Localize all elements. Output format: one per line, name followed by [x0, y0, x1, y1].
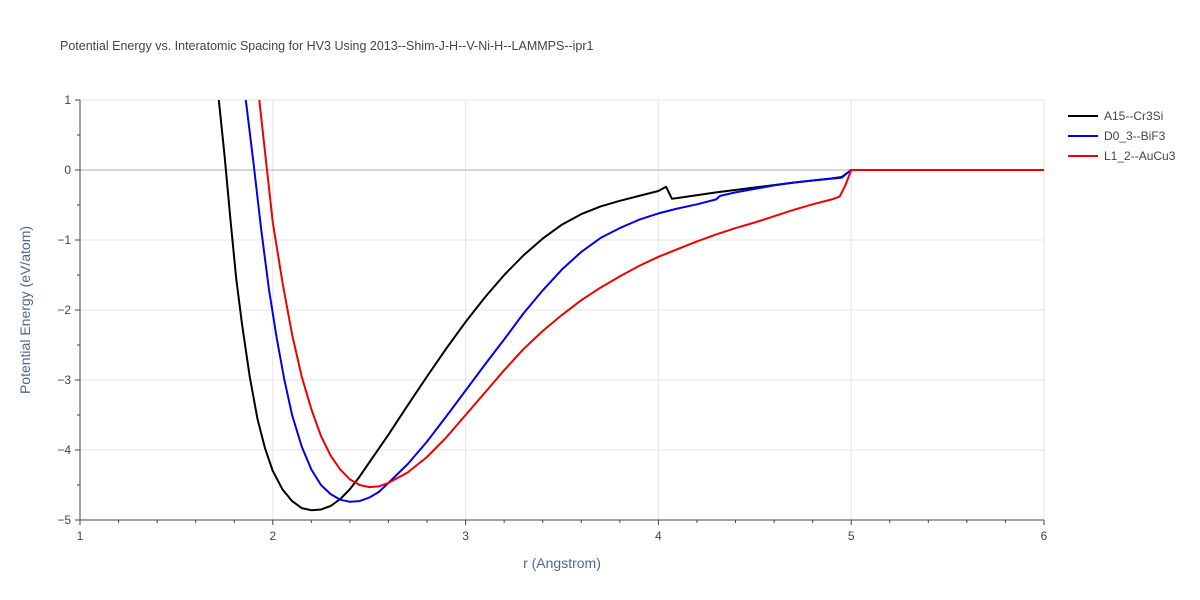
y-tick-label: 1 — [64, 93, 71, 107]
legend-label: A15--Cr3Si — [1104, 109, 1163, 123]
legend-label: D0_3--BiF3 — [1104, 129, 1166, 143]
series-line-0 — [217, 100, 1044, 512]
y-axis-ticks: 1 0 −1 −2 −3 −4 −5 — [57, 93, 80, 527]
legend-label: L1_2--AuCu3 — [1104, 149, 1176, 163]
x-axis-label: r (Angstrom) — [523, 555, 601, 571]
y-axis-label: Potential Energy (eV/atom) — [17, 226, 33, 394]
y-tick-label: 0 — [64, 163, 71, 177]
y-tick-label: −1 — [57, 233, 71, 247]
x-axis-ticks: 1 2 3 4 5 6 — [77, 520, 1048, 543]
legend-item-0[interactable]: A15--Cr3Si — [1068, 109, 1163, 123]
series-line-2 — [258, 100, 1044, 489]
series-line-1 — [244, 100, 1044, 503]
x-tick-label: 2 — [269, 529, 276, 543]
legend-item-2[interactable]: L1_2--AuCu3 — [1068, 149, 1176, 163]
y-tick-label: −5 — [57, 513, 71, 527]
y-tick-label: −3 — [57, 373, 71, 387]
legend-item-1[interactable]: D0_3--BiF3 — [1068, 129, 1166, 143]
series-lines — [217, 100, 1044, 512]
x-tick-label: 3 — [462, 529, 469, 543]
y-tick-label: −2 — [57, 303, 71, 317]
x-tick-label: 4 — [655, 529, 662, 543]
x-tick-label: 5 — [848, 529, 855, 543]
legend[interactable]: A15--Cr3Si D0_3--BiF3 L1_2--AuCu3 — [1068, 109, 1176, 163]
y-tick-label: −4 — [57, 443, 71, 457]
x-tick-label: 6 — [1041, 529, 1048, 543]
chart-title: Potential Energy vs. Interatomic Spacing… — [60, 39, 594, 53]
x-tick-label: 1 — [77, 529, 84, 543]
